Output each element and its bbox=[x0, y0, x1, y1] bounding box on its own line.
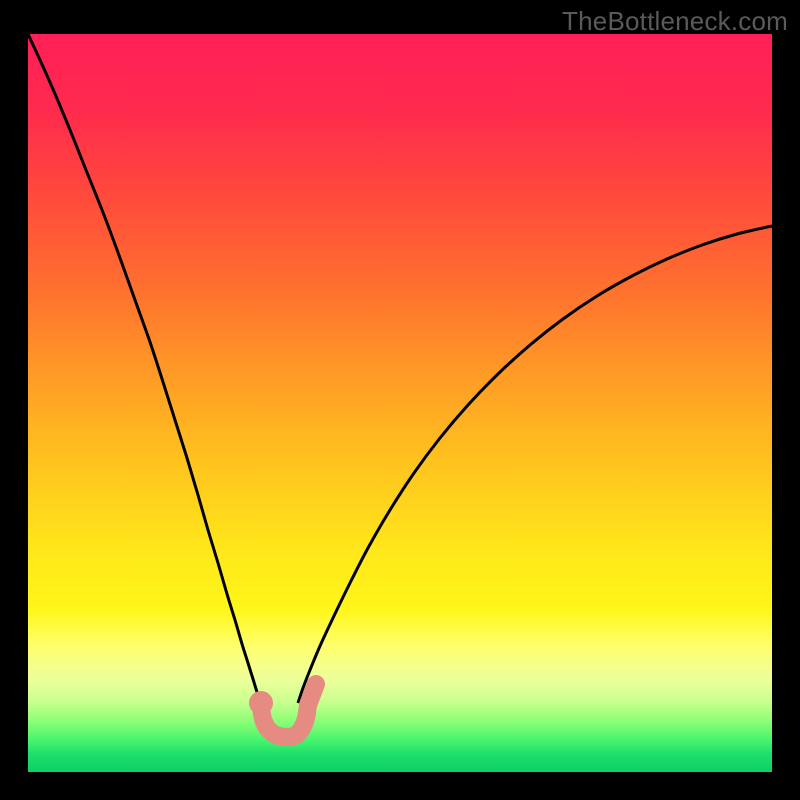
watermark-text: TheBottleneck.com bbox=[562, 6, 788, 37]
marker-right-tick bbox=[308, 684, 316, 705]
curve-left-branch bbox=[28, 34, 261, 703]
curve-layer bbox=[28, 34, 772, 772]
curve-right-branch bbox=[298, 226, 772, 703]
plot-area bbox=[28, 34, 772, 772]
marker-left-dot bbox=[249, 691, 273, 715]
